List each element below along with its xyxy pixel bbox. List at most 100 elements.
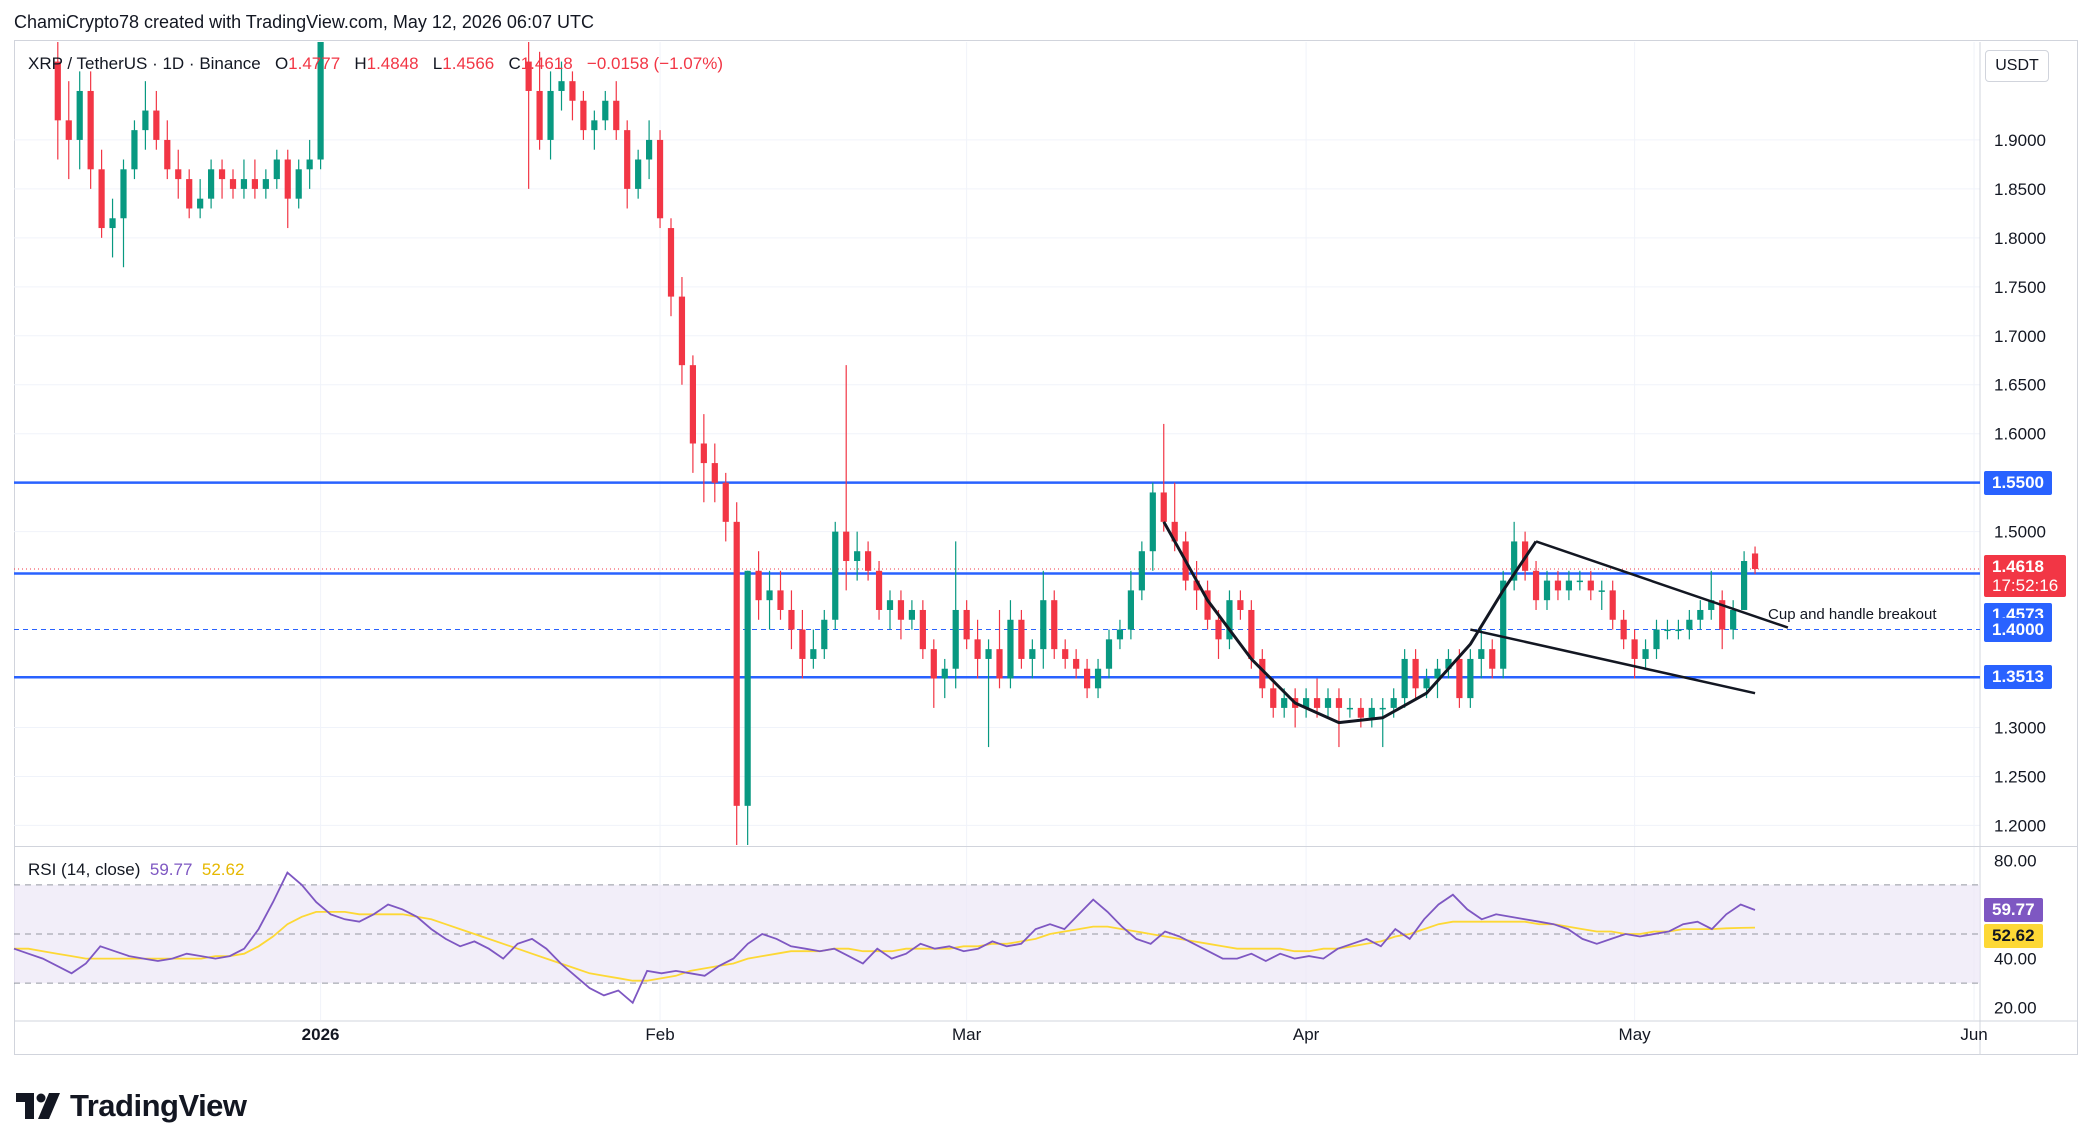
candle-up [1686, 619, 1693, 630]
candle-down [98, 169, 105, 229]
candle-up [646, 139, 653, 160]
rsi-line [13, 871, 1756, 1005]
candle-down [1018, 619, 1025, 659]
candle-up [142, 110, 149, 131]
candle-up [1565, 580, 1572, 591]
candle-down [54, 61, 61, 121]
candle-up [76, 90, 83, 140]
candle-down [919, 609, 926, 650]
candle-up [766, 590, 773, 601]
candle-up [1675, 629, 1682, 632]
candle-down [1335, 698, 1343, 708]
candle-up [1467, 658, 1474, 699]
candle-down [700, 443, 707, 464]
candle-up [1105, 639, 1113, 669]
candle-up [591, 120, 598, 131]
chart-frame[interactable] [14, 40, 2078, 1055]
price-axis-label: 1.9000 [1994, 131, 2046, 150]
candle-down [1259, 658, 1266, 689]
candle-up [1511, 541, 1518, 581]
candle-down [689, 365, 696, 444]
candle-down [667, 228, 675, 297]
price-axis-label: 1.2000 [1994, 816, 2046, 835]
candle-down [1204, 590, 1211, 620]
time-axis-label: Jun [1960, 1025, 1987, 1044]
candle-down [580, 100, 587, 131]
candle-up [908, 609, 915, 620]
symbol-label[interactable]: XRP / TetherUS · 1D · Binance [28, 54, 261, 73]
handle-lower-trendline [1470, 628, 1756, 695]
candle-down [284, 159, 291, 199]
candle-up [1500, 580, 1507, 669]
candle-up [821, 619, 828, 650]
candle-down [624, 130, 631, 189]
candle-up [1379, 707, 1386, 710]
price-tag-level-high: 1.5500 [1984, 470, 2052, 495]
high-value: 1.4848 [366, 54, 419, 73]
candle-down [1215, 619, 1222, 640]
candle-down [656, 139, 664, 219]
candle-up [635, 159, 642, 189]
candle-up [1226, 600, 1233, 640]
candle-down [1237, 600, 1244, 610]
candle-down [711, 463, 718, 483]
candle-down [251, 179, 258, 189]
time-axis-label: Mar [952, 1025, 982, 1044]
bar-countdown: 17:52:16 [1992, 576, 2059, 596]
candle-up [547, 90, 554, 140]
cup-pattern-curve [1162, 521, 1538, 725]
candle-up [1445, 658, 1452, 669]
tradingview-logo[interactable]: TradingView [16, 1088, 247, 1124]
candle-down [1171, 521, 1178, 542]
candle-down [1751, 553, 1759, 570]
candle-up [1664, 629, 1671, 632]
candle-up [602, 100, 609, 121]
candle-down [153, 110, 160, 140]
candle-down [843, 531, 850, 562]
candle-up [1040, 600, 1047, 650]
candle-down [525, 61, 532, 91]
candle-down [1051, 600, 1058, 650]
pattern-annotation: Cup and handle breakout [1768, 605, 1937, 623]
candle-down [722, 482, 729, 522]
candle-up [208, 169, 215, 199]
candle-up [295, 169, 302, 199]
candle-down [865, 551, 872, 571]
candle-up [273, 159, 280, 180]
currency-unit-button[interactable]: USDT [1985, 50, 2049, 82]
candle-up [1149, 492, 1156, 552]
price-axis-label: 1.8500 [1994, 180, 2046, 199]
candle-up [886, 600, 894, 610]
candle-down [1609, 590, 1616, 620]
candle-down [186, 179, 193, 209]
candle-down [996, 649, 1003, 679]
candle-up [952, 609, 959, 669]
candle-up [1346, 707, 1353, 710]
candle-up [1576, 580, 1583, 583]
candle-down [1587, 580, 1594, 591]
time-axis-label: Apr [1293, 1025, 1320, 1044]
candle-up [1543, 580, 1551, 601]
candle-up [1423, 678, 1430, 689]
rsi-title[interactable]: RSI (14, close) [28, 860, 141, 879]
candle-down [1631, 639, 1638, 659]
candle-up [1401, 658, 1408, 699]
last-price-value: 1.4618 [1992, 557, 2044, 577]
candle-down [755, 570, 762, 601]
candle-up [1116, 629, 1124, 640]
price-pane [14, 42, 1980, 845]
tradingview-logo-icon [16, 1093, 60, 1119]
candle-down [1412, 658, 1419, 689]
price-axis-label: 1.5000 [1994, 523, 2046, 542]
candle-down [1489, 649, 1496, 669]
rsi-ma-value-tag: 52.62 [1984, 923, 2043, 948]
candle-up [1730, 609, 1737, 630]
rsi-axis-label: 40.00 [1994, 950, 2037, 969]
rsi-legend-value: 59.77 [149, 860, 193, 879]
candle-up [262, 179, 269, 189]
candle-down [613, 100, 620, 131]
candle-up [1653, 629, 1660, 650]
candle-up [854, 551, 861, 562]
price-tag-last-price: 1.4618 17:52:16 [1984, 555, 2067, 598]
